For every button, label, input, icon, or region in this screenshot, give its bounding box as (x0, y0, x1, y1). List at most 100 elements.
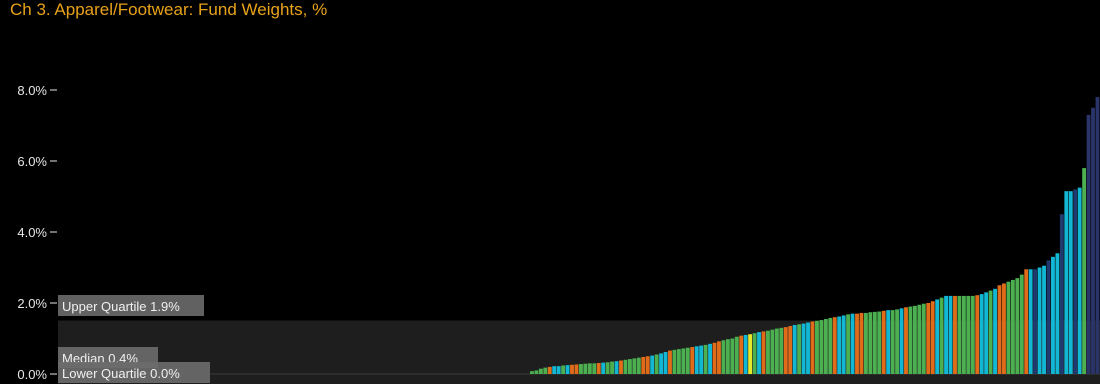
bar (917, 304, 922, 374)
bar (672, 349, 677, 374)
bar (694, 346, 699, 374)
bar (534, 370, 539, 374)
bar (583, 363, 588, 374)
bar (610, 361, 615, 374)
bar (886, 310, 891, 374)
bar (1033, 269, 1038, 374)
bars-layer (530, 97, 1100, 375)
quartile-label-upper-quartile: Upper Quartile 1.9% (58, 295, 204, 316)
bar (788, 326, 793, 374)
quartile-label-text: Lower Quartile 0.0% (62, 366, 180, 381)
bar (939, 297, 944, 375)
bar (632, 358, 637, 374)
bar (1086, 114, 1091, 374)
bar (997, 285, 1002, 374)
bar (1051, 256, 1055, 374)
bar (757, 332, 761, 374)
bar (1095, 97, 1100, 374)
bar (699, 345, 704, 374)
y-tick-label: 4.0% (17, 225, 47, 240)
bar (659, 353, 663, 374)
bar (912, 305, 917, 374)
bar (908, 306, 913, 374)
bar (904, 307, 908, 374)
bar (761, 331, 766, 374)
bar (846, 314, 851, 374)
bar (605, 362, 610, 374)
bar (1091, 107, 1095, 374)
bar (708, 343, 712, 374)
quartile-band-layer (58, 320, 1100, 384)
bar (890, 310, 895, 374)
bar (993, 288, 997, 374)
bar (1015, 278, 1020, 374)
bar (975, 295, 980, 374)
bar (868, 312, 873, 374)
bar (547, 366, 552, 374)
bar (650, 355, 655, 374)
bar (961, 295, 966, 374)
bar (601, 362, 606, 374)
bar (1028, 269, 1033, 374)
bar (970, 295, 975, 374)
bar (1024, 269, 1029, 374)
bar (783, 327, 788, 374)
quartile-label-text: Upper Quartile 1.9% (62, 299, 180, 314)
bar (1068, 191, 1073, 374)
bar (734, 336, 739, 374)
bar (1042, 265, 1046, 374)
bar (561, 365, 566, 374)
bar (797, 324, 802, 374)
bar (921, 303, 926, 374)
bar (645, 356, 650, 374)
bar (979, 294, 984, 375)
bar (855, 313, 859, 374)
bar (614, 361, 619, 374)
bar (988, 290, 993, 374)
y-tick-label: 0.0% (17, 367, 47, 382)
bar (676, 349, 681, 374)
bar (828, 317, 833, 374)
bar (832, 317, 837, 374)
bar (815, 320, 819, 374)
bar (837, 316, 842, 374)
quartile-label-box (58, 362, 210, 383)
y-tick-label: 6.0% (17, 154, 47, 169)
bar (1077, 187, 1082, 375)
bar (881, 310, 886, 374)
bar (579, 364, 583, 374)
bar (1059, 214, 1064, 374)
bar (543, 367, 548, 374)
y-tick-label: 8.0% (17, 83, 47, 98)
bar (770, 329, 775, 375)
bar (792, 325, 797, 374)
quartile-label-box (58, 295, 204, 316)
bar (935, 299, 940, 374)
bar (863, 312, 868, 374)
bar (877, 311, 882, 374)
bar (685, 347, 690, 374)
quartile-label-lower-quartile: Lower Quartile 0.0% (58, 362, 210, 383)
bar (721, 340, 726, 374)
bar (766, 330, 770, 374)
y-tick-label: 2.0% (17, 296, 47, 311)
chart-title: Ch 3. Apparel/Footwear: Fund Weights, % (10, 0, 328, 19)
bar (850, 313, 855, 374)
bar (806, 322, 810, 374)
bar (730, 338, 735, 374)
bar (538, 368, 543, 375)
bar (1002, 283, 1006, 374)
bar (948, 295, 953, 374)
bar (592, 363, 597, 374)
bar (895, 309, 900, 374)
quartile-labels: Upper Quartile 1.9%Median 0.4%Lower Quar… (58, 295, 210, 383)
bar (641, 356, 646, 374)
bar (926, 303, 931, 374)
bar (743, 334, 748, 374)
bar (556, 366, 561, 374)
bar (801, 323, 806, 374)
bar (957, 295, 962, 374)
bar (859, 312, 864, 374)
bar (819, 320, 824, 374)
